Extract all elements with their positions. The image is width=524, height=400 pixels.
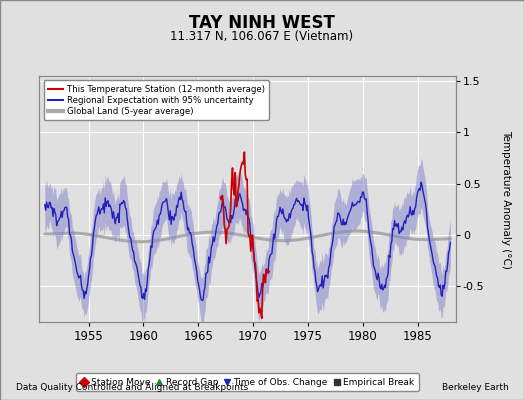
Text: Berkeley Earth: Berkeley Earth bbox=[442, 383, 508, 392]
Text: TAY NINH WEST: TAY NINH WEST bbox=[189, 14, 335, 32]
Text: 11.317 N, 106.067 E (Vietnam): 11.317 N, 106.067 E (Vietnam) bbox=[170, 30, 354, 43]
Y-axis label: Temperature Anomaly (°C): Temperature Anomaly (°C) bbox=[501, 130, 511, 268]
Text: Data Quality Controlled and Aligned at Breakpoints: Data Quality Controlled and Aligned at B… bbox=[16, 383, 248, 392]
Legend: Station Move, Record Gap, Time of Obs. Change, Empirical Break: Station Move, Record Gap, Time of Obs. C… bbox=[77, 373, 419, 391]
